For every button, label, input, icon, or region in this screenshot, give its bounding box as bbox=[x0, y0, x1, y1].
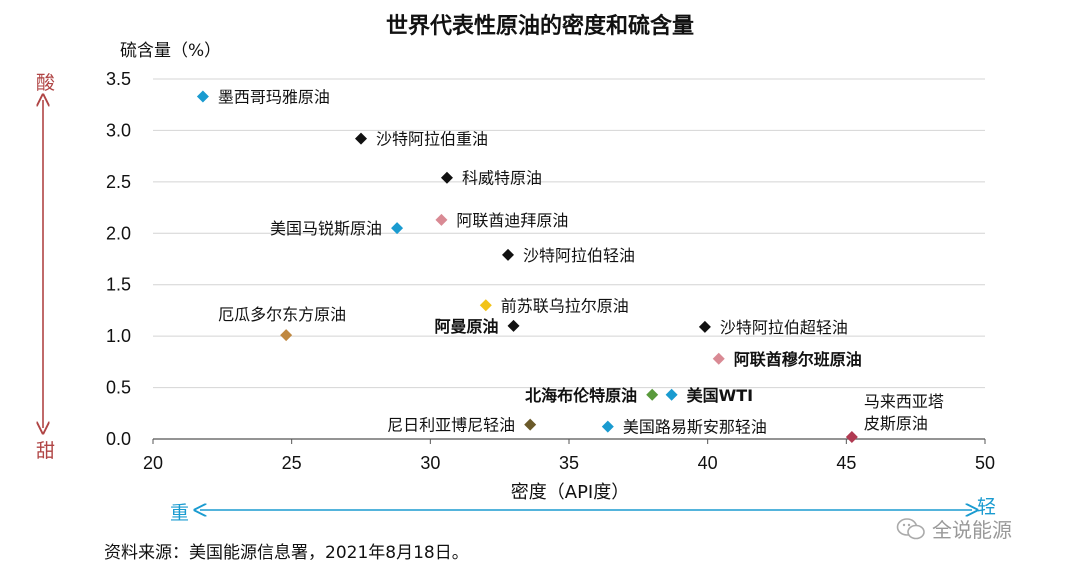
point-label: 沙特阿拉伯重油 bbox=[376, 130, 488, 149]
data-points bbox=[196, 90, 858, 443]
data-point bbox=[479, 299, 492, 312]
y-axis-label: 硫含量（%） bbox=[120, 41, 222, 61]
data-point bbox=[196, 90, 209, 103]
x-tick-label: 45 bbox=[836, 453, 856, 473]
data-point bbox=[712, 352, 725, 365]
point-label: 阿曼原油 bbox=[435, 317, 499, 336]
point-label: 美国马锐斯原油 bbox=[270, 219, 382, 238]
point-label: 科威特原油 bbox=[462, 169, 542, 188]
point-label: 阿联酋穆尔班原油 bbox=[734, 350, 862, 369]
y-tick-label: 3.5 bbox=[106, 69, 131, 89]
data-point bbox=[524, 418, 537, 431]
point-label: 沙特阿拉伯轻油 bbox=[523, 246, 635, 265]
x-tick-label: 30 bbox=[420, 453, 440, 473]
chart-title: 世界代表性原油的密度和硫含量 bbox=[385, 14, 694, 39]
y-tick-label: 0.0 bbox=[106, 429, 131, 449]
data-point bbox=[280, 329, 293, 342]
y-tick-label: 1.0 bbox=[106, 326, 131, 346]
data-point bbox=[845, 430, 858, 443]
point-label: 墨西哥玛雅原油 bbox=[218, 87, 330, 106]
x-axis-label: 密度（API度） bbox=[510, 482, 630, 503]
data-point bbox=[601, 420, 614, 433]
acid-label: 酸 bbox=[36, 72, 56, 94]
axes bbox=[152, 438, 986, 444]
y-tick-label: 2.5 bbox=[106, 172, 131, 192]
y-tick-label: 3.0 bbox=[106, 120, 131, 140]
chat-bubbles-icon bbox=[896, 517, 925, 539]
source-note: 资料来源：美国能源信息署，2021年8月18日。 bbox=[104, 543, 469, 563]
point-label: 美国路易斯安那轻油 bbox=[623, 418, 767, 437]
point-label: 阿联酋迪拜原油 bbox=[456, 211, 568, 230]
data-point bbox=[698, 320, 711, 333]
data-point bbox=[440, 171, 453, 184]
point-label: 北海布伦特原油 bbox=[525, 386, 637, 405]
y-tick-label: 2.0 bbox=[106, 223, 131, 243]
point-label: 尼日利亚博尼轻油 bbox=[387, 416, 515, 435]
tick-labels: 0.0 0.5 1.0 1.5 2.0 2.5 3.0 3.5 20 25 30 35 40 45 50 bbox=[106, 69, 995, 473]
data-point bbox=[507, 319, 520, 332]
data-point bbox=[435, 213, 448, 226]
data-point bbox=[501, 248, 514, 261]
grid-lines bbox=[153, 78, 985, 389]
data-point bbox=[646, 388, 659, 401]
point-label: 沙特阿拉伯超轻油 bbox=[720, 318, 848, 337]
point-label: 前苏联乌拉尔原油 bbox=[501, 296, 629, 315]
x-tick-label: 50 bbox=[975, 453, 995, 473]
y-tick-label: 0.5 bbox=[106, 378, 131, 398]
x-tick-label: 25 bbox=[282, 453, 302, 473]
light-label: 轻 bbox=[977, 496, 997, 518]
point-label: 美国WTI bbox=[687, 386, 754, 405]
data-point bbox=[355, 132, 367, 145]
x-tick-label: 40 bbox=[698, 453, 718, 473]
point-label: 厄瓜多尔东方原油 bbox=[218, 305, 346, 324]
x-tick-label: 35 bbox=[559, 453, 579, 473]
point-label: 马来西亚塔皮斯原油 bbox=[864, 392, 944, 433]
watermark: 全说能源 bbox=[896, 514, 1012, 543]
watermark-text: 全说能源 bbox=[932, 518, 1012, 542]
y-tick-label: 1.5 bbox=[106, 275, 131, 295]
data-point bbox=[391, 222, 404, 235]
data-point bbox=[665, 388, 678, 401]
heavy-label: 重 bbox=[170, 502, 190, 524]
x-tick-label: 20 bbox=[143, 453, 163, 473]
sweet-label: 甜 bbox=[36, 440, 56, 462]
